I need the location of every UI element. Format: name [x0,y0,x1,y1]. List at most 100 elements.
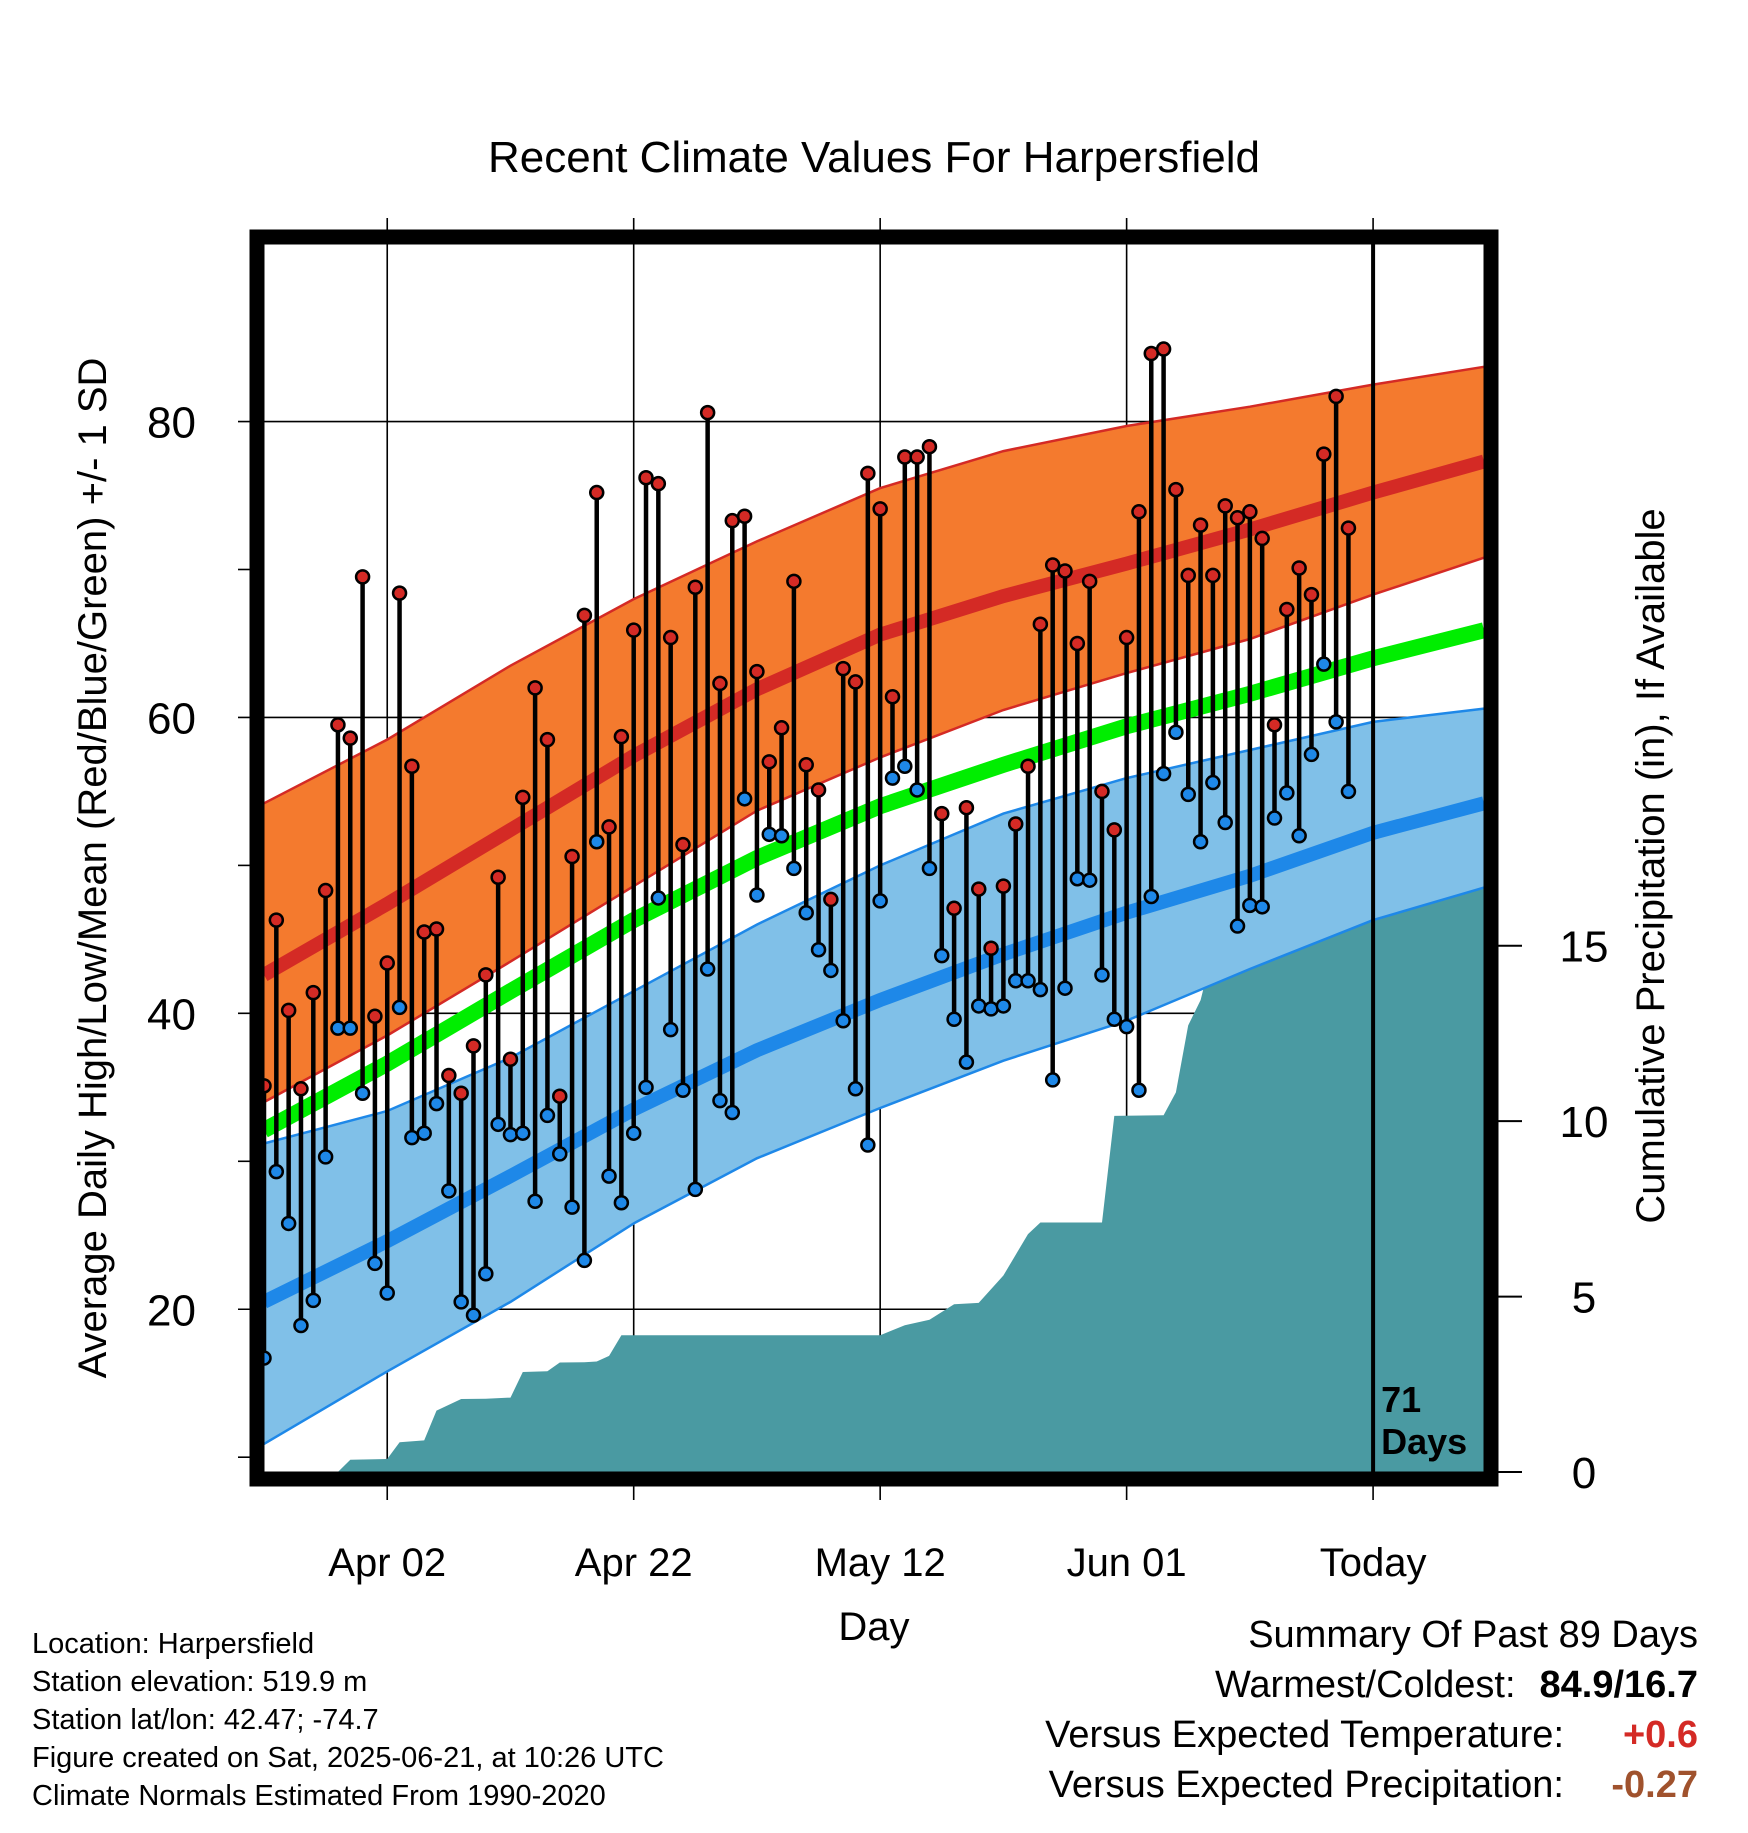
daily-high-point [1266,717,1283,733]
daily-low-point [773,828,790,844]
x-tick-label: Apr 22 [575,1541,693,1585]
daily-low-point [416,1125,432,1141]
precip-area [264,878,1484,1472]
daily-low-point [1057,980,1073,996]
y-left-tick-label: 80 [147,399,196,448]
daily-low-point [983,1001,999,1017]
daily-low-point [527,1193,543,1209]
daily-high-point [564,848,580,865]
daily-high-point [613,728,630,745]
daily-high-point [1094,783,1110,800]
daily-high-point [786,573,802,590]
daily-high-point [1205,567,1221,584]
x-tick-label: May 12 [815,1541,946,1585]
high-sd-band-upper-edge [263,365,1485,805]
daily-low-point [675,1082,691,1099]
daily-low-point [1217,814,1233,831]
daily-high-point [983,940,999,957]
daily-high-point [317,882,334,899]
daily-low-point [1044,1072,1061,1088]
daily-high-point [367,1008,383,1025]
daily-low-point [884,770,901,786]
precipitation-area [264,878,1484,1472]
summary-warm-cold: Warmest/Coldest: 84.9/16.7 [1215,1664,1698,1707]
daily-high-point [946,900,962,917]
info-elevation: Station elevation: 519.9 m [32,1666,368,1698]
daily-high-point [860,465,876,482]
daily-high-point [810,782,827,798]
daily-low-point [872,893,888,909]
daily-high-point [453,1085,469,1101]
daily-low-point [810,941,827,958]
daily-low-point [367,1255,383,1272]
plot-frame [249,229,1499,1487]
low-sd-band-lower-edge [263,886,1485,1445]
summary-title: Summary Of Past 89 Days [1248,1614,1698,1656]
daily-high-point [847,674,864,690]
summary-precip: Versus Expected Precipitation: -0.27 [1049,1764,1698,1807]
y-left-tick-label: 20 [147,1286,196,1335]
daily-high-point [490,869,506,885]
daily-low-point [835,1012,851,1029]
daily-low-point [1007,973,1024,989]
info-normals: Climate Normals Estimated From 1990-2020 [32,1780,606,1812]
daily-high-point [1340,520,1357,536]
daily-low-point [576,1252,593,1269]
plot-border [249,229,1499,1487]
daily-high-point [872,501,888,517]
daily-low-point [958,1054,975,1070]
daily-low-point [946,1011,962,1028]
daily-low-point [1340,783,1357,800]
daily-high-point [995,878,1012,894]
summary-temp-value: +0.6 [1622,1714,1698,1756]
daily-low-point [638,1079,654,1096]
daily-low-point [354,1085,371,1101]
x-tick-label: Jun 01 [1067,1541,1187,1585]
daily-high-point [1229,509,1246,526]
daily-low-point [1229,918,1246,934]
daily-low-point [798,904,814,921]
daily-low-point [995,998,1012,1014]
info-latlon: Station lat/lon: 42.47; -74.7 [32,1704,379,1736]
daily-low-point [761,826,778,843]
info-created: Figure created on Sat, 2025-06-21, at 10… [32,1742,664,1774]
daily-low-point [1316,656,1332,672]
daily-low-point [1242,897,1258,914]
daily-low-point [921,860,938,877]
daily-high-point [515,789,531,806]
axes: 20 40 60 80 0 5 10 15 Apr 02 Apr 22 May 12 Jun 01 To… [71,358,1673,1649]
daily-high-point [1217,498,1233,514]
daily-low-point [1143,888,1160,905]
summary-temp: Versus Expected Temperature: +0.6 [1045,1714,1698,1757]
y-left-tick-label: 40 [147,990,196,1039]
x-axis-label: Day [838,1605,909,1649]
daily-high-point [527,680,543,696]
daily-high-point [354,569,371,585]
daily-low-point [1081,872,1098,888]
daily-low-point [515,1125,531,1141]
daily-high-point [625,622,642,638]
daily-high-point [970,881,987,897]
daily-low-point [391,999,408,1016]
daily-low-point [564,1199,580,1215]
daily-high-point [835,660,851,677]
daily-low-point [1106,1011,1123,1028]
daily-high-point [1155,341,1172,357]
daily-high-point [391,585,408,601]
daily-high-point [958,799,975,816]
daily-low-point [552,1146,568,1162]
daily-low-point [749,887,765,903]
daily-high-point [416,924,432,940]
summary-precip-label: Versus Expected Precipitation: [1048,1764,1564,1806]
daily-high-point [293,1081,309,1097]
daily-low-point [342,1020,359,1036]
daily-high-point [675,836,691,853]
daily-high-point [1303,586,1320,603]
daily-high-point [1057,563,1073,579]
daily-low-point [1266,810,1283,826]
daily-high-point [1007,816,1024,832]
today-days-label: Days [1381,1421,1467,1462]
daily-high-point [749,663,765,680]
daily-low-point [490,1116,506,1133]
daily-low-point [1291,828,1307,844]
